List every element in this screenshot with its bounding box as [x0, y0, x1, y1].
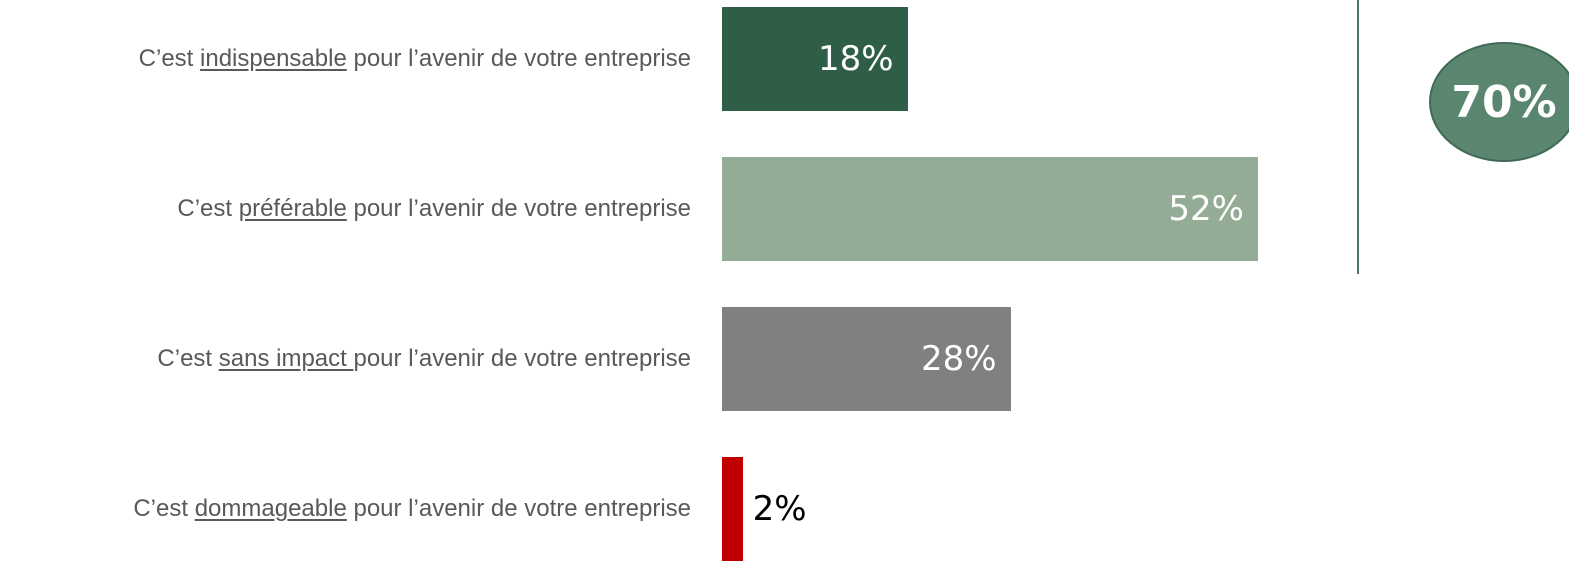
label-keyword: sans impact — [218, 345, 354, 372]
bar — [722, 307, 1011, 411]
category-label: C’est dommageable pour l’avenir de votre… — [133, 495, 691, 523]
label-prefix: C’est — [133, 495, 195, 522]
label-prefix: C’est — [157, 345, 219, 372]
category-label: C’est indispensable pour l’avenir de vot… — [139, 45, 691, 73]
category-label: C’est préférable pour l’avenir de votre … — [177, 195, 691, 223]
label-keyword: préférable — [238, 195, 347, 222]
bar — [722, 7, 908, 111]
label-suffix: pour l’avenir de votre entreprise — [353, 345, 691, 372]
label-prefix: C’est — [138, 45, 201, 72]
label-keyword: dommageable — [194, 495, 347, 522]
bar-value-label: 28% — [921, 339, 997, 379]
label-suffix: pour l’avenir de votre entreprise — [346, 495, 691, 522]
bar-value-label: 18% — [817, 39, 894, 79]
group-divider — [1357, 0, 1359, 274]
bar — [722, 457, 743, 561]
total-badge: 70% — [1429, 42, 1569, 162]
bar-value-label: 2% — [752, 489, 807, 529]
category-label: C’est sans impact pour l’avenir de votre… — [157, 345, 691, 373]
label-prefix: C’est — [177, 195, 239, 222]
label-keyword: indispensable — [200, 45, 347, 72]
bar-value-label: 52% — [1168, 189, 1244, 229]
bar — [722, 157, 1258, 261]
label-suffix: pour l’avenir de votre entreprise — [346, 195, 691, 222]
label-suffix: pour l’avenir de votre entreprise — [346, 45, 691, 72]
